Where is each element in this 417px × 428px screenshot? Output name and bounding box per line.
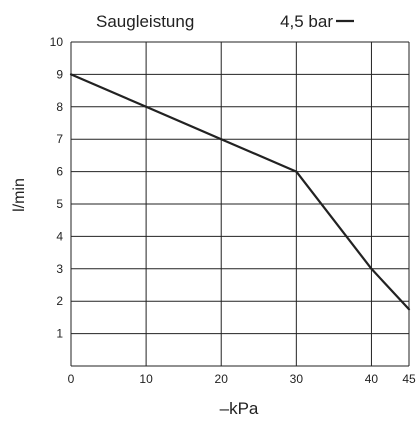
y-tick-label: 8 xyxy=(56,100,63,114)
data-point xyxy=(407,308,411,311)
y-tick-label: 7 xyxy=(56,132,63,146)
series-layer xyxy=(69,73,411,311)
y-tick-label: 3 xyxy=(56,262,63,276)
y-tick-label: 4 xyxy=(56,229,63,243)
y-tick-label: 1 xyxy=(56,327,63,341)
data-point xyxy=(145,105,148,108)
y-tick-label: 10 xyxy=(50,35,64,49)
y-tick-label: 5 xyxy=(56,197,63,211)
x-tick-label: 0 xyxy=(68,372,75,386)
data-point xyxy=(295,170,298,173)
series-line xyxy=(70,73,410,311)
y-tick-label: 2 xyxy=(56,294,63,308)
y-tick-label: 9 xyxy=(56,67,63,81)
x-tick-label: 10 xyxy=(139,372,153,386)
y-axis-label: l/min xyxy=(11,178,28,212)
x-tick-label: 45 xyxy=(402,372,416,386)
x-tick-label: 40 xyxy=(365,372,379,386)
data-point xyxy=(370,267,373,270)
x-axis-label: –kPa xyxy=(220,399,259,418)
data-point xyxy=(220,138,223,141)
grid xyxy=(70,41,410,367)
chart-title: Saugleistung xyxy=(96,12,194,31)
x-tick-label: 30 xyxy=(290,372,304,386)
legend: 4,5 bar xyxy=(280,12,354,31)
x-tick-label: 20 xyxy=(215,372,229,386)
data-point xyxy=(69,73,73,76)
legend-label: 4,5 bar xyxy=(280,12,333,31)
y-tick-label: 6 xyxy=(56,165,63,179)
